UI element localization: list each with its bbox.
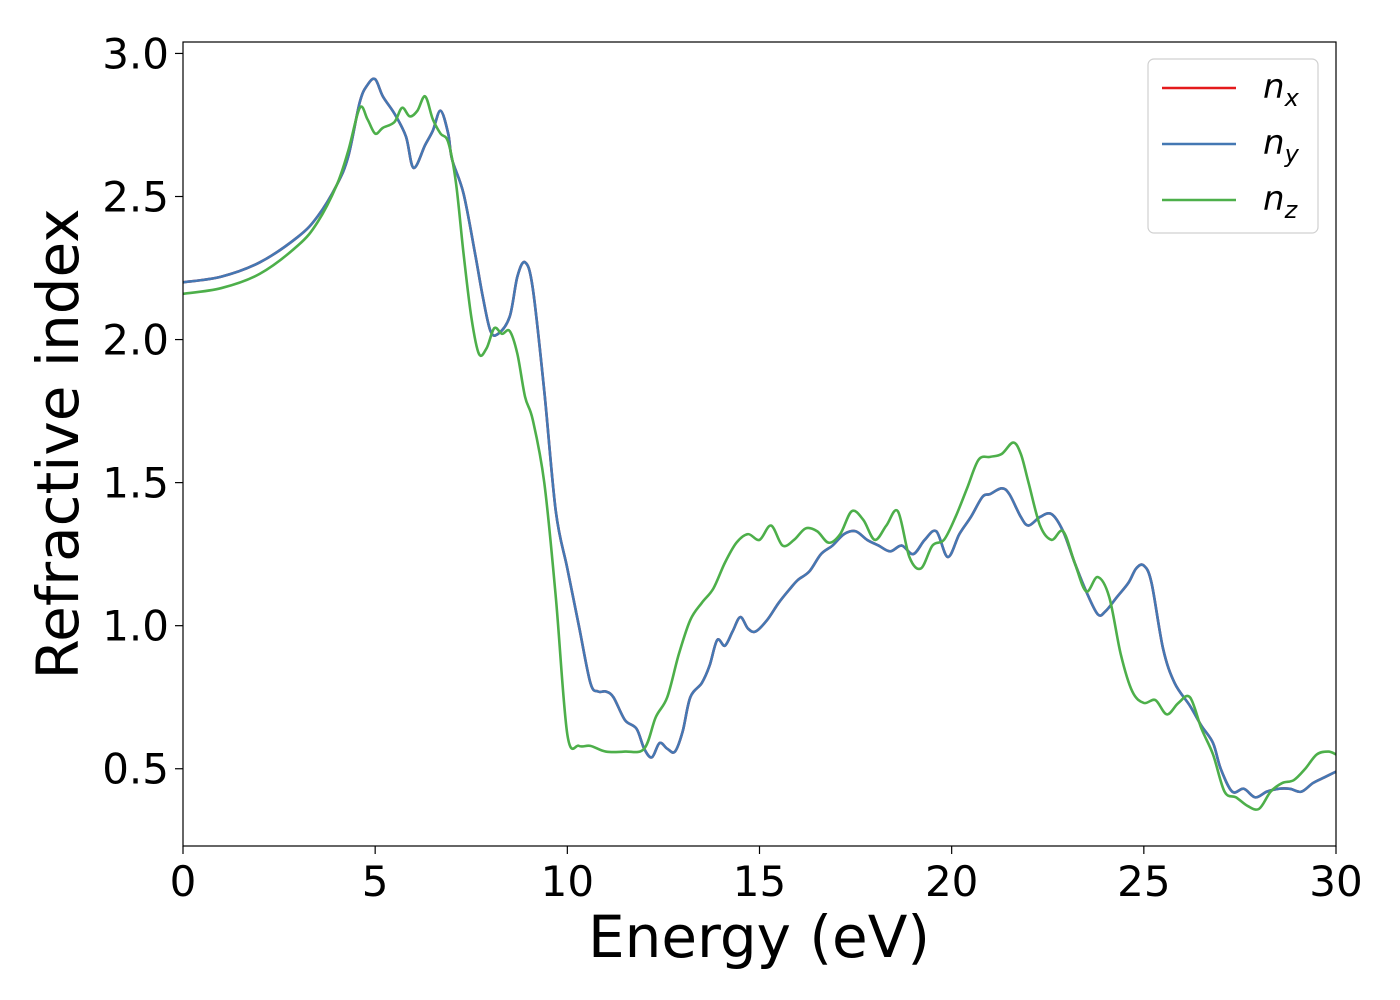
y-tick-label: 1.0 (102, 602, 169, 651)
legend-box (1147, 58, 1319, 234)
x-tick-label: 5 (362, 857, 389, 906)
x-tick-label: 20 (925, 857, 978, 906)
legend-label-subscript: z (1284, 196, 1299, 224)
legend-label-main: n (1263, 179, 1285, 219)
x-tick-label: 15 (733, 857, 786, 906)
legend-label-subscript: x (1284, 84, 1300, 112)
legend-label-nz: nz (1263, 179, 1299, 224)
x-tick-label: 25 (1117, 857, 1170, 906)
legend-label-ny: ny (1263, 123, 1300, 168)
y-tick-label: 2.5 (102, 173, 169, 222)
legend-label-nx: nx (1263, 67, 1300, 112)
legend-label-subscript: y (1284, 140, 1300, 168)
x-axis-title: Energy (eV) (588, 903, 930, 971)
x-tick-label: 30 (1309, 857, 1362, 906)
legend-label-main: n (1263, 67, 1285, 107)
y-tick-label: 0.5 (102, 745, 169, 794)
y-axis-title: Refractive index (24, 208, 92, 679)
y-tick-label: 3.0 (102, 29, 169, 78)
x-tick-label: 10 (541, 857, 594, 906)
legend-label-main: n (1263, 123, 1285, 163)
series-lines (183, 77, 1336, 811)
y-tick-label: 2.0 (102, 316, 169, 365)
y-axis-ticks: 0.5 1.0 1.5 2.0 2.5 3.0 (102, 29, 183, 794)
y-tick-label: 1.5 (102, 459, 169, 508)
x-axis-ticks: 0 5 10 15 20 25 30 (170, 846, 1363, 906)
x-tick-label: 0 (170, 857, 197, 906)
series-line-nz (183, 95, 1336, 811)
